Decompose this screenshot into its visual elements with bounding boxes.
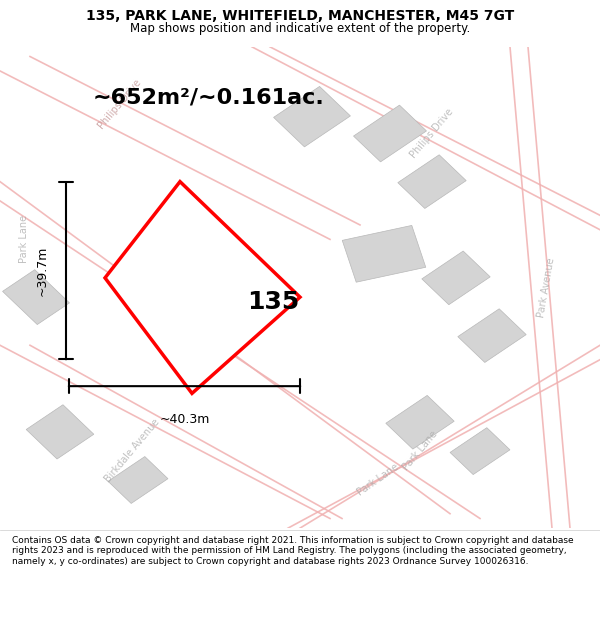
Text: ~40.3m: ~40.3m xyxy=(160,412,209,426)
Text: 135: 135 xyxy=(247,290,299,314)
Polygon shape xyxy=(108,457,168,503)
Text: Map shows position and indicative extent of the property.: Map shows position and indicative extent… xyxy=(130,22,470,35)
Text: Park Lane: Park Lane xyxy=(355,462,401,498)
Text: Park Avenue: Park Avenue xyxy=(536,257,556,318)
Polygon shape xyxy=(342,226,426,282)
Text: ~39.7m: ~39.7m xyxy=(35,246,49,296)
Polygon shape xyxy=(398,155,466,209)
Text: Park Lane: Park Lane xyxy=(191,228,229,271)
Text: ~652m²/~0.161ac.: ~652m²/~0.161ac. xyxy=(93,88,325,108)
Polygon shape xyxy=(274,86,350,147)
Polygon shape xyxy=(450,428,510,474)
Polygon shape xyxy=(386,396,454,449)
Text: Philips Drive: Philips Drive xyxy=(97,78,143,131)
Polygon shape xyxy=(458,309,526,362)
Text: Philips Drive: Philips Drive xyxy=(409,107,455,160)
Text: Birkdale Avenue: Birkdale Avenue xyxy=(103,418,161,485)
Polygon shape xyxy=(422,251,490,305)
Polygon shape xyxy=(26,405,94,459)
Polygon shape xyxy=(353,105,427,162)
Text: Contains OS data © Crown copyright and database right 2021. This information is : Contains OS data © Crown copyright and d… xyxy=(12,536,574,566)
Polygon shape xyxy=(105,182,300,393)
Text: Park Lane: Park Lane xyxy=(19,215,29,264)
Text: 135, PARK LANE, WHITEFIELD, MANCHESTER, M45 7GT: 135, PARK LANE, WHITEFIELD, MANCHESTER, … xyxy=(86,9,514,23)
Text: Park Lane: Park Lane xyxy=(401,429,439,472)
Polygon shape xyxy=(2,270,70,324)
